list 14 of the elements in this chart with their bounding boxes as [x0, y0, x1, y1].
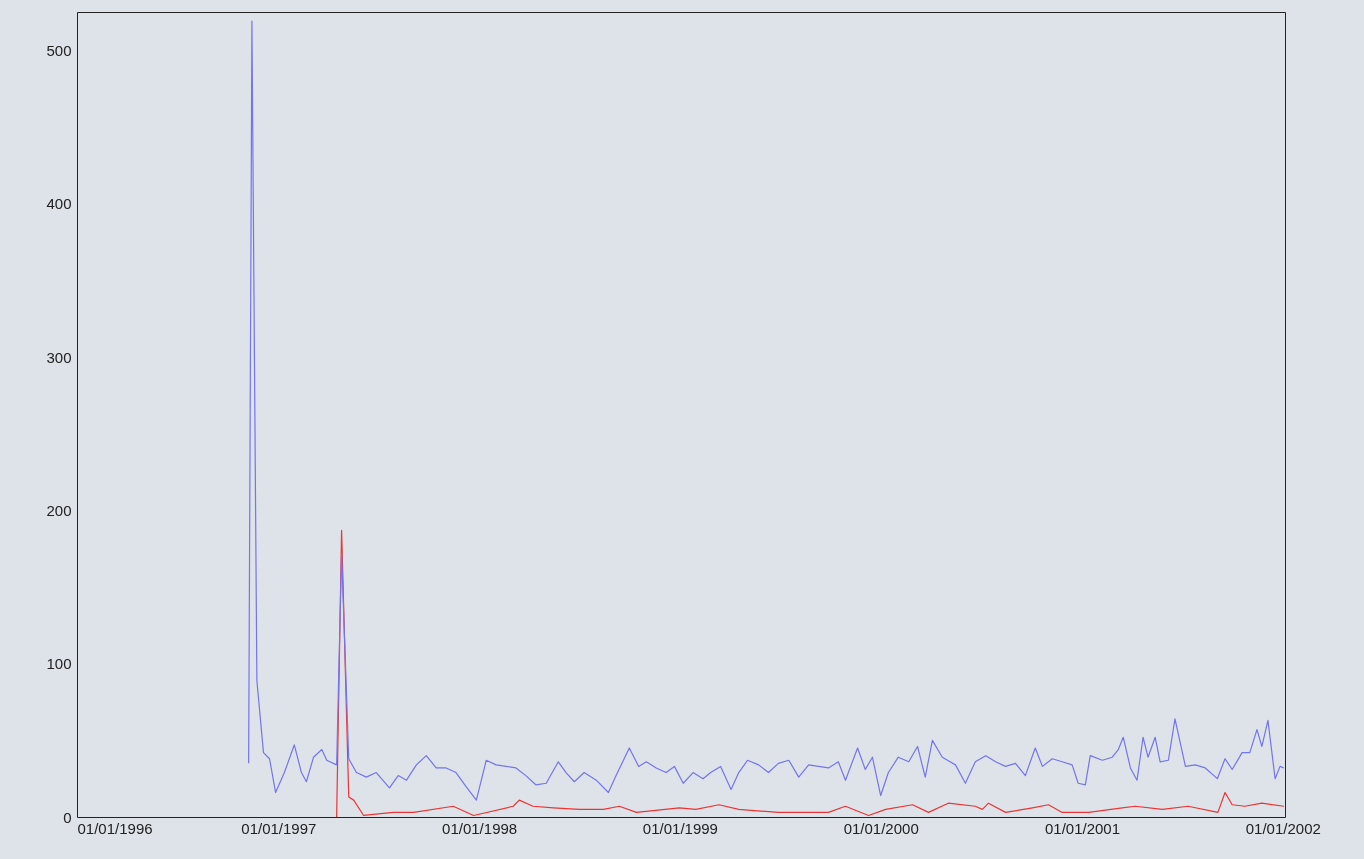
x-tick-label: 01/01/1996 [77, 819, 153, 837]
y-tick-label: 300 [46, 348, 72, 366]
y-tick-label: 500 [46, 41, 72, 59]
y-tick-label: 400 [46, 195, 72, 213]
x-tick-label: 01/01/1998 [442, 819, 518, 837]
x-tick-label: 01/01/2002 [1245, 819, 1321, 837]
y-tick-label: 100 [46, 655, 72, 673]
x-tick-label: 01/01/2000 [843, 819, 919, 837]
x-tick-label: 01/01/1999 [642, 819, 718, 837]
x-tick-label: 01/01/2001 [1044, 819, 1121, 837]
x-tick-label: 01/01/1997 [241, 819, 317, 837]
y-tick-label: 200 [46, 501, 72, 519]
y-tick-label: 0 [63, 808, 72, 826]
line-series [248, 20, 1285, 801]
